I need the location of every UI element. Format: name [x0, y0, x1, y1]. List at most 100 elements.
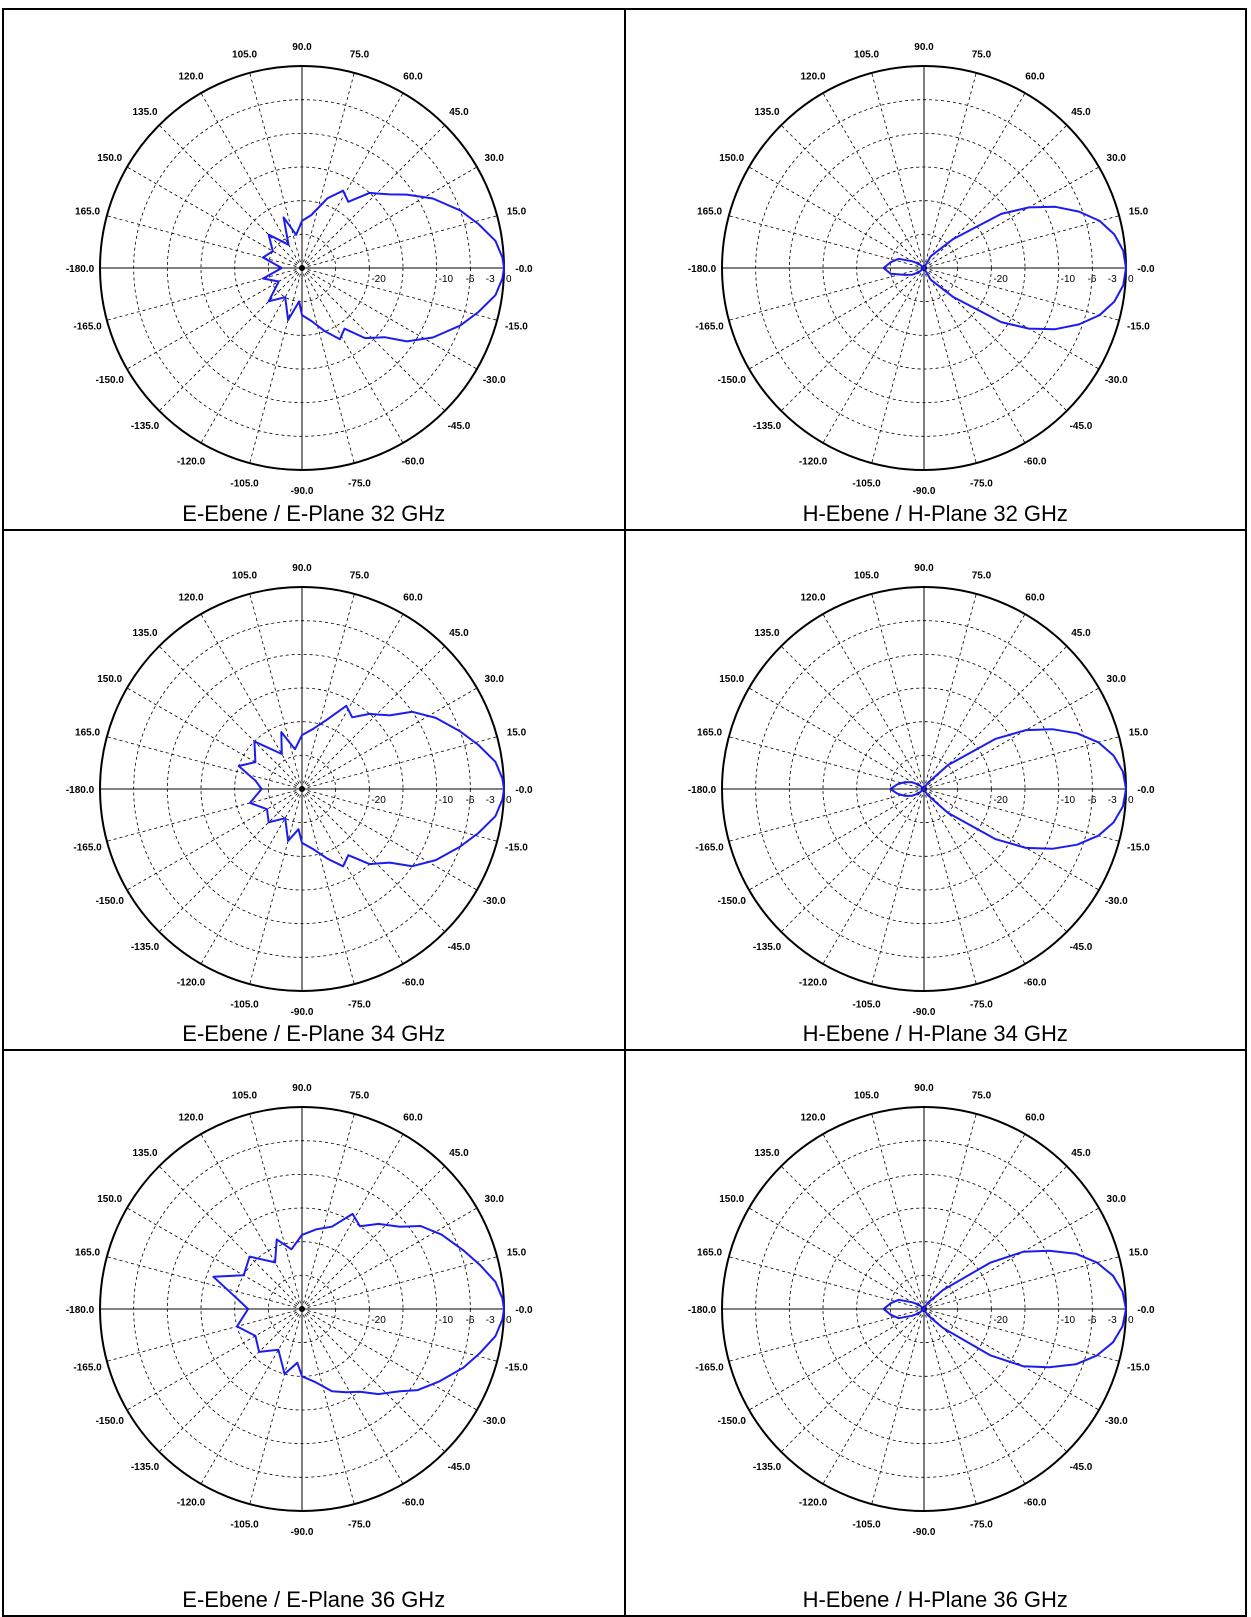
grid-spoke [780, 645, 924, 790]
angle-label: -90.0 [291, 486, 314, 497]
grid-spoke [728, 736, 924, 790]
pattern-trace [237, 704, 505, 868]
angle-label: -15.0 [1127, 321, 1150, 332]
angle-label: -135.0 [131, 1462, 160, 1473]
grid-spoke [301, 267, 355, 464]
grid-spoke [923, 788, 1119, 842]
angle-label: 45.0 [449, 628, 469, 639]
angle-label: -75.0 [970, 1519, 993, 1530]
grid-spoke [106, 1308, 303, 1362]
radial-label: -3 [486, 795, 495, 806]
grid-spoke [748, 788, 924, 891]
angle-label: 45.0 [449, 1148, 469, 1159]
angle-label: -150.0 [96, 375, 125, 386]
angle-label: 135.0 [754, 628, 779, 639]
grid-spoke [301, 1308, 446, 1453]
polar-plot-h-34: -0.0 15.0 30.0 45.0 60.0 75.0 90.0 105.0 120.0 13… [687, 563, 1154, 1018]
angle-label: 45.0 [449, 107, 469, 118]
grid-spoke [822, 1308, 924, 1485]
caption-e-34: E-Ebene / E-Plane 34 GHz [182, 1021, 446, 1046]
angle-label: -120.0 [798, 456, 827, 467]
grid-spoke [822, 788, 924, 965]
angle-label: 165.0 [75, 728, 100, 739]
grid-spoke [249, 267, 303, 464]
grid-spoke [923, 267, 1025, 444]
angle-label: -105.0 [230, 478, 259, 489]
radial-label: 0 [1128, 1315, 1134, 1326]
caption-e-32: E-Ebene / E-Plane 32 GHz [182, 501, 446, 526]
grid-spoke [106, 736, 303, 790]
cell-e-34: -0.0 15.0 30.0 45.0 60.0 75.0 90.0 105.0 120.0 13… [2, 529, 626, 1051]
radial-label: -10 [1060, 1315, 1075, 1326]
grid-spoke [923, 124, 1067, 269]
angle-label: 105.0 [854, 50, 879, 61]
grid-spoke [923, 1308, 1119, 1362]
grid-spoke [301, 267, 404, 444]
angle-label: -105.0 [852, 999, 881, 1010]
angle-label: 15.0 [507, 1248, 527, 1259]
angle-label: 45.0 [1071, 107, 1091, 118]
angle-label: 165.0 [75, 207, 100, 218]
angle-label: -90.0 [291, 1527, 314, 1538]
radial-label: -6 [1087, 1315, 1096, 1326]
angle-label: -180.0 [66, 1305, 95, 1316]
angle-label: 60.0 [1025, 1113, 1045, 1124]
angle-label: -60.0 [1023, 977, 1046, 988]
angle-label: 30.0 [1106, 1194, 1126, 1205]
angle-label: 75.0 [971, 571, 991, 582]
grid-spoke [923, 92, 1025, 269]
pattern-trace [212, 1212, 505, 1396]
angle-label: -135.0 [752, 942, 781, 953]
angle-label: 60.0 [403, 1113, 423, 1124]
angle-label: 75.0 [350, 50, 370, 61]
cell-h-34: -0.0 15.0 30.0 45.0 60.0 75.0 90.0 105.0 120.0 13… [623, 529, 1247, 1051]
radial-label: -10 [439, 795, 454, 806]
grid-spoke [748, 687, 924, 790]
angle-label: 30.0 [485, 1194, 505, 1205]
angle-label: -0.0 [515, 1305, 533, 1316]
angle-label: 165.0 [697, 207, 722, 218]
angle-label: -135.0 [752, 1462, 781, 1473]
angle-label: 75.0 [350, 1091, 370, 1102]
angle-label: -60.0 [1023, 1497, 1046, 1508]
grid-spoke [923, 593, 977, 790]
angle-label: 165.0 [697, 1248, 722, 1259]
angle-label: -120.0 [798, 977, 827, 988]
radial-label: -3 [486, 274, 495, 285]
angle-label: 90.0 [292, 42, 312, 53]
radial-label: -6 [1087, 795, 1096, 806]
angle-label: -105.0 [230, 1519, 259, 1530]
grid-spoke [822, 613, 924, 790]
angle-label: 30.0 [485, 153, 505, 164]
angle-label: -30.0 [1104, 896, 1127, 907]
radial-label: -6 [466, 274, 475, 285]
caption-h-32: H-Ebene / H-Plane 32 GHz [802, 501, 1068, 526]
angle-label: -150.0 [96, 896, 125, 907]
angle-label: 60.0 [1025, 72, 1045, 83]
angle-label: -0.0 [515, 264, 533, 275]
angle-label: -60.0 [1023, 456, 1046, 467]
grid-spoke [728, 1308, 924, 1362]
angle-label: 90.0 [914, 563, 934, 574]
polar-plot-e-32: -0.0 15.0 30.0 45.0 60.0 75.0 90.0 105.0 120.0 13… [66, 42, 533, 497]
grid-spoke [301, 788, 446, 933]
caption-e-36: E-Ebene / E-Plane 36 GHz [182, 1587, 446, 1612]
angle-label: -30.0 [1104, 1416, 1127, 1427]
grid-spoke [106, 1256, 303, 1310]
grid-spoke [158, 1308, 303, 1453]
grid-spoke [158, 645, 303, 790]
grid-spoke [780, 1165, 924, 1310]
radial-label: -3 [1107, 274, 1116, 285]
grid-spoke [301, 593, 355, 790]
grid-spoke [923, 1207, 1099, 1310]
radial-label: -6 [466, 1315, 475, 1326]
radial-label: 0 [506, 795, 512, 806]
grid-spoke [923, 1113, 977, 1310]
grid-spoke [158, 124, 303, 269]
angle-label: 120.0 [800, 72, 825, 83]
grid-spoke [923, 1256, 1119, 1310]
grid-spoke [822, 267, 924, 444]
grid-spoke [923, 72, 977, 269]
grid-spoke [923, 215, 1119, 269]
grid-spoke [301, 1113, 355, 1310]
